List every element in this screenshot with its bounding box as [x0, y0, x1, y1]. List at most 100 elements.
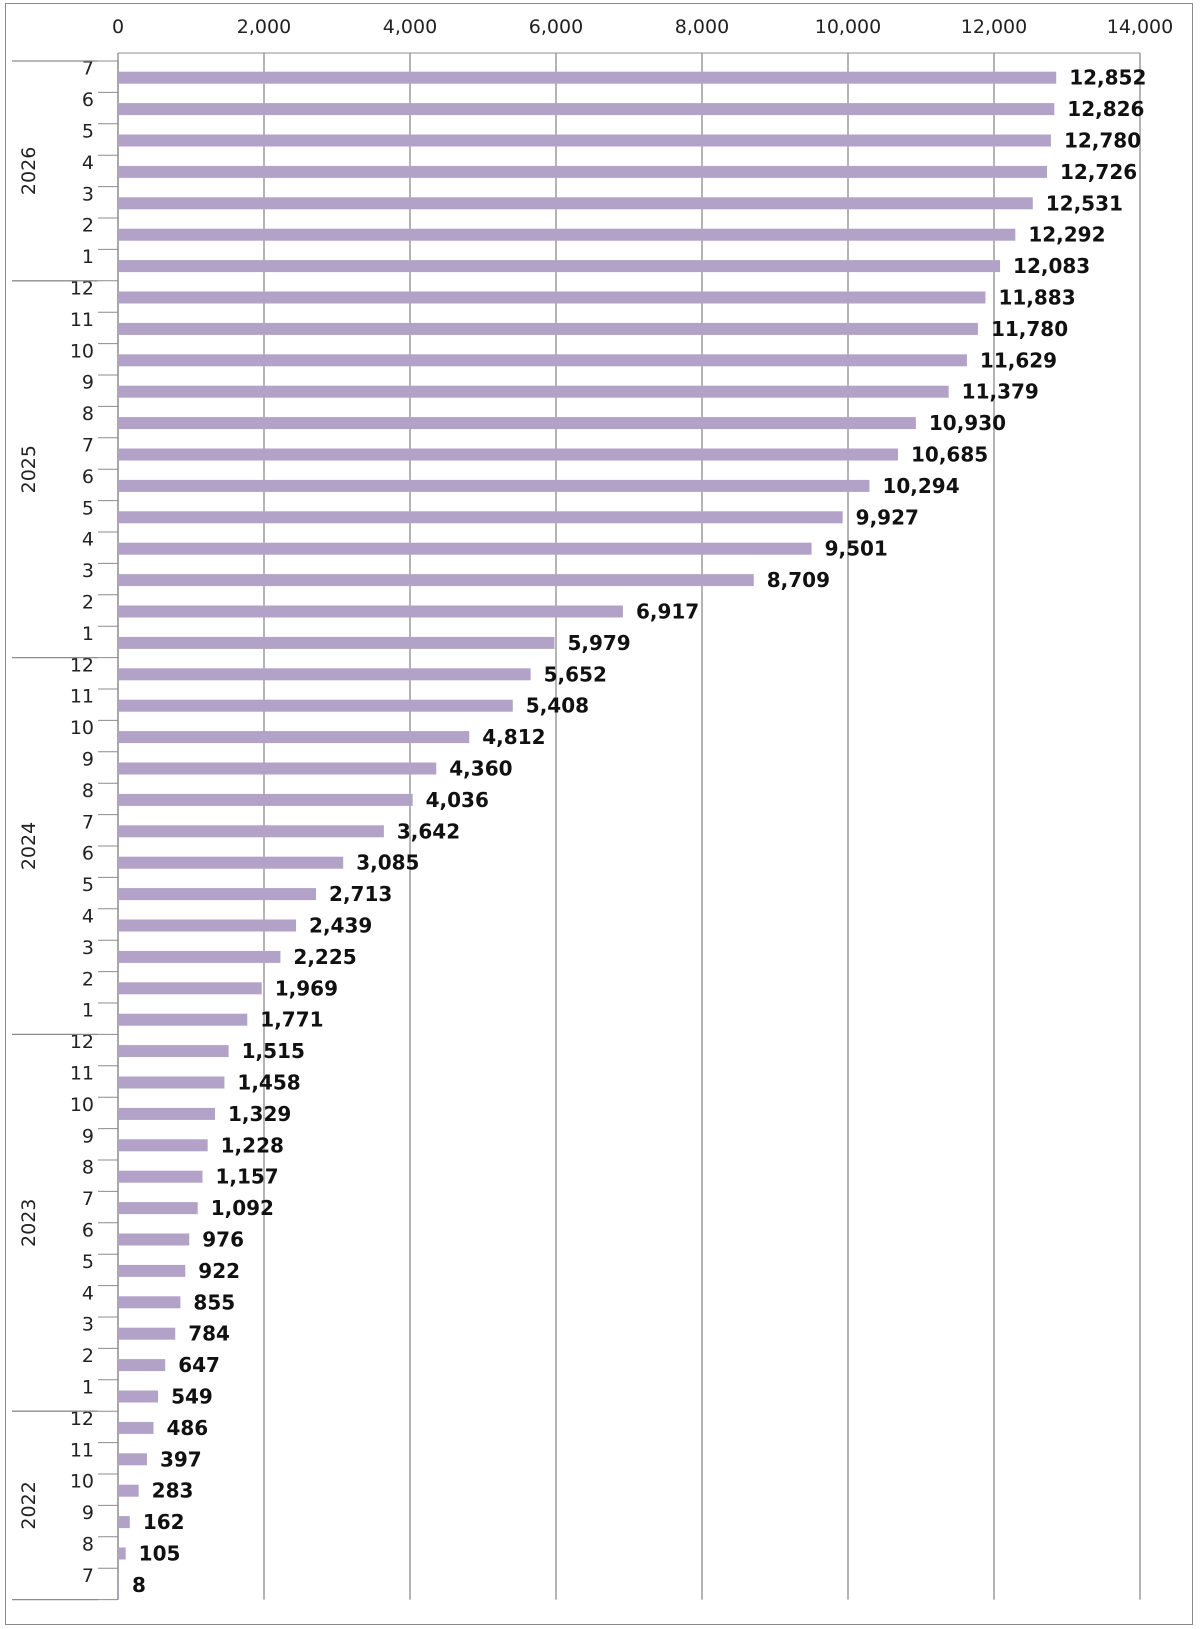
month-label: 6 [82, 843, 94, 865]
month-label: 7 [82, 435, 94, 457]
bar [118, 888, 317, 901]
data-label: 5,652 [544, 662, 607, 686]
bar [118, 1107, 216, 1120]
data-label: 5,979 [567, 631, 630, 655]
data-label: 12,780 [1064, 129, 1141, 153]
month-label: 4 [82, 529, 94, 551]
data-label: 2,439 [309, 914, 372, 938]
data-label: 11,780 [991, 317, 1068, 341]
bar [118, 574, 754, 587]
data-label: 9,501 [825, 537, 888, 561]
month-label: 1 [82, 623, 94, 645]
bar [118, 982, 262, 995]
bar [118, 1296, 181, 1309]
month-label: 12 [70, 1408, 94, 1430]
bar [118, 1202, 198, 1215]
data-label: 1,228 [221, 1133, 284, 1157]
bar [118, 260, 1001, 273]
data-label: 8,709 [767, 568, 830, 592]
bar [118, 417, 916, 430]
month-label: 5 [82, 874, 94, 896]
month-label: 6 [82, 466, 94, 488]
month-label: 11 [70, 309, 94, 331]
bar [118, 448, 899, 461]
bar [118, 165, 1047, 178]
x-tick-label: 4,000 [383, 16, 437, 38]
bar [118, 103, 1055, 116]
x-tick-label: 14,000 [1107, 16, 1173, 38]
bar [118, 1170, 203, 1183]
data-label: 12,531 [1046, 191, 1123, 215]
bar [118, 134, 1051, 147]
data-label: 1,329 [228, 1102, 291, 1126]
month-label: 6 [82, 89, 94, 111]
bar [118, 1359, 166, 1372]
bar [118, 762, 437, 775]
bar [118, 228, 1016, 241]
bar [118, 1547, 126, 1560]
bar [118, 1390, 159, 1403]
month-label: 3 [82, 937, 94, 959]
data-label: 11,883 [998, 286, 1075, 310]
data-label: 6,917 [636, 600, 699, 624]
x-tick-label: 2,000 [237, 16, 291, 38]
month-label: 1 [82, 1377, 94, 1399]
data-label: 11,379 [962, 380, 1039, 404]
month-label: 12 [70, 1031, 94, 1053]
month-label: 10 [70, 717, 94, 739]
data-label: 1,458 [237, 1071, 300, 1095]
data-label: 10,930 [929, 411, 1006, 435]
bar [118, 1264, 186, 1277]
month-label: 8 [82, 1157, 94, 1179]
data-label: 3,642 [397, 819, 460, 843]
bar [118, 322, 978, 335]
bar [118, 354, 967, 367]
bar [118, 856, 344, 869]
data-label: 1,157 [215, 1165, 278, 1189]
month-label: 7 [82, 811, 94, 833]
data-label: 1,969 [275, 976, 338, 1000]
data-label: 2,713 [329, 882, 392, 906]
month-label: 3 [82, 1314, 94, 1336]
bar [118, 1453, 147, 1466]
data-label: 12,826 [1067, 97, 1144, 121]
data-label: 4,036 [426, 788, 489, 812]
month-label: 4 [82, 906, 94, 928]
month-label: 11 [70, 1063, 94, 1085]
year-label: 2026 [18, 147, 40, 195]
month-label: 10 [70, 340, 94, 362]
month-label: 11 [70, 686, 94, 708]
month-label: 8 [82, 780, 94, 802]
year-label: 2023 [18, 1199, 40, 1247]
month-label: 1 [82, 246, 94, 268]
month-label: 3 [82, 183, 94, 205]
bar [118, 1516, 130, 1529]
bar [118, 636, 555, 649]
month-label: 5 [82, 497, 94, 519]
bar [118, 1233, 190, 1246]
bar [118, 793, 413, 806]
month-label: 2 [82, 215, 94, 237]
data-label: 4,360 [449, 757, 512, 781]
bar [118, 1076, 225, 1089]
data-label: 105 [139, 1542, 181, 1566]
month-label: 4 [82, 152, 94, 174]
data-label: 855 [193, 1290, 235, 1314]
data-label: 10,294 [882, 474, 959, 498]
month-label: 10 [70, 1471, 94, 1493]
year-label: 2024 [18, 822, 40, 870]
data-label: 9,927 [856, 505, 919, 529]
month-label: 3 [82, 560, 94, 582]
month-label: 8 [82, 403, 94, 425]
bar [118, 1045, 229, 1058]
bar [118, 1421, 154, 1434]
month-label: 12 [70, 278, 94, 300]
bar [118, 605, 623, 618]
month-label: 6 [82, 1220, 94, 1242]
month-label: 9 [82, 1502, 94, 1524]
bar [118, 71, 1057, 84]
bar [118, 479, 870, 492]
month-label: 5 [82, 1251, 94, 1273]
data-label: 4,812 [482, 725, 545, 749]
month-label: 1 [82, 1000, 94, 1022]
